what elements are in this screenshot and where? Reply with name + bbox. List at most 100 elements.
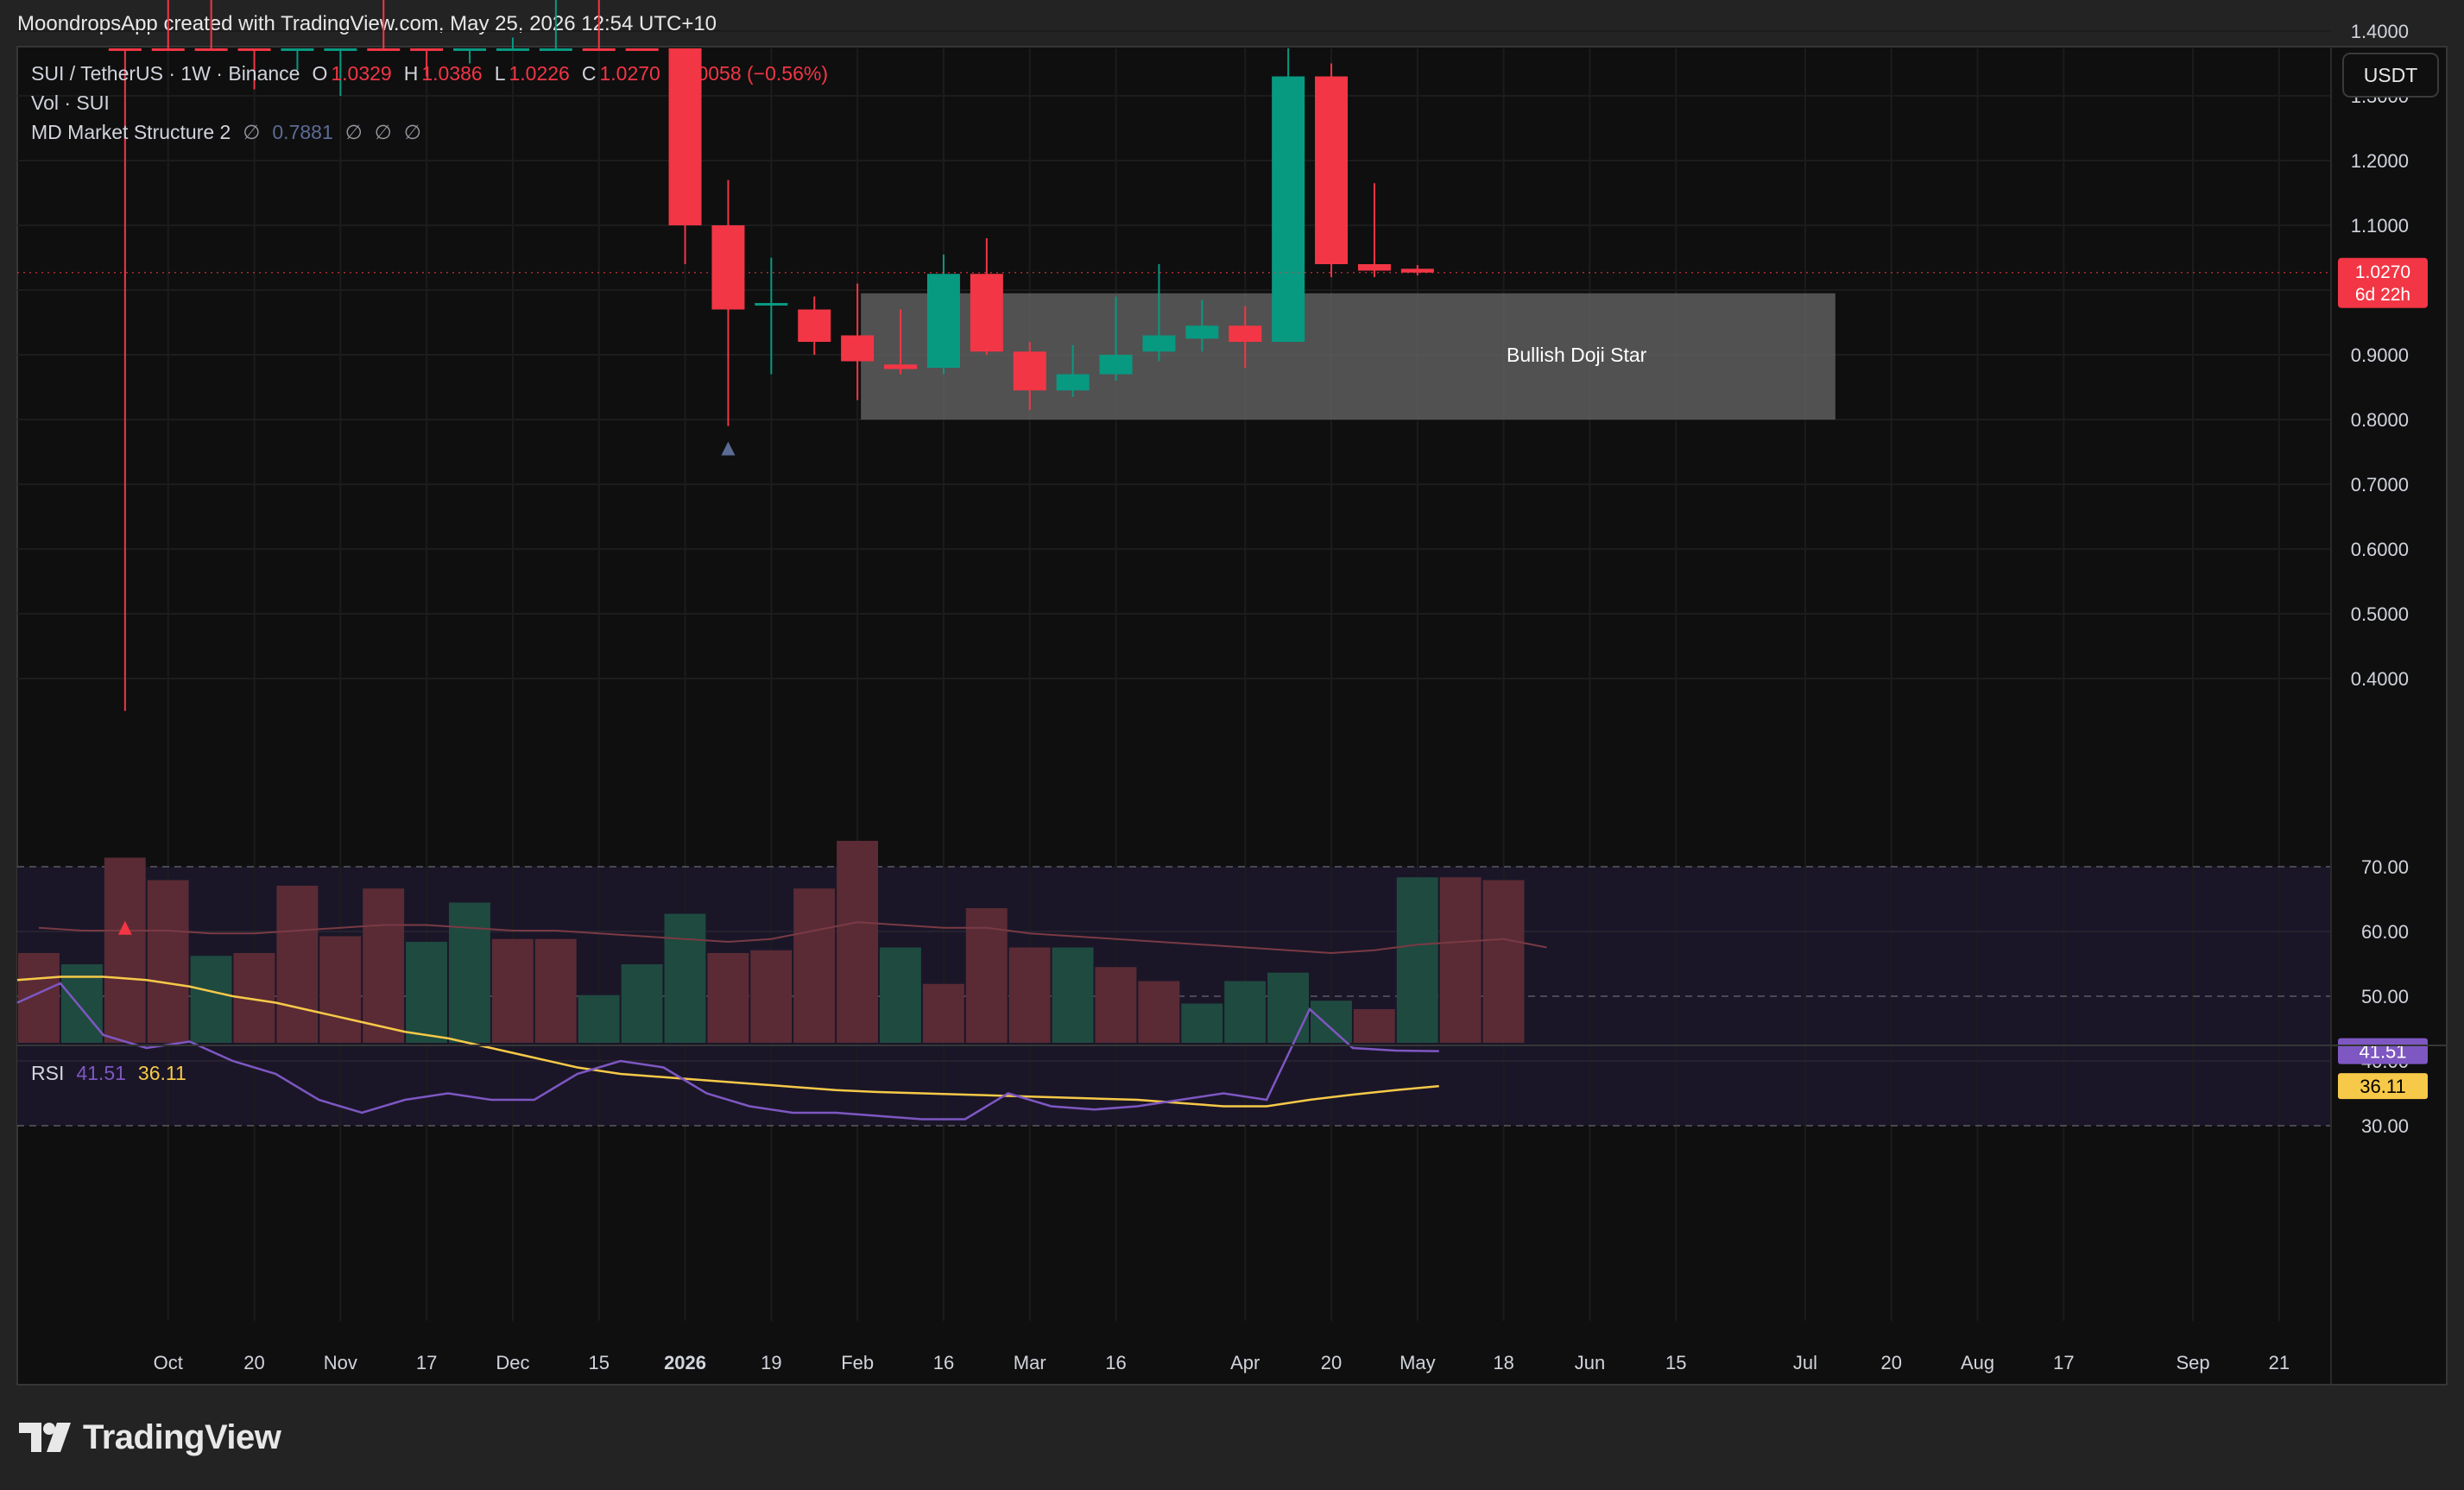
rsi-tick-label: 60.00 (2361, 921, 2409, 943)
rsi-legend-name: RSI (31, 1062, 64, 1084)
legend-l-value: 1.0226 (509, 62, 570, 85)
legend-o-value: 1.0329 (331, 62, 391, 85)
candle-body (151, 48, 185, 51)
structure-marker (721, 441, 736, 456)
time-tick-label: Oct (154, 1352, 183, 1373)
time-tick-label: 17 (2053, 1352, 2074, 1373)
volume-bar (664, 913, 706, 1043)
time-tick-label: Jul (1793, 1352, 1817, 1373)
volume-bar (104, 857, 146, 1043)
structure-marker (117, 920, 132, 935)
tradingview-logo[interactable]: TradingView (19, 1417, 281, 1457)
volume-bar (276, 886, 319, 1043)
candle-body (1056, 374, 1090, 391)
candle-body (281, 48, 314, 51)
legend-h-value: 1.0386 (421, 62, 482, 85)
legend-c-label: C (582, 62, 597, 85)
candle-body (1400, 268, 1434, 273)
volume-bar (1138, 981, 1180, 1043)
volume-bar (1439, 877, 1482, 1043)
candle-body (1357, 264, 1391, 271)
candle-body (1185, 325, 1219, 339)
candle-body (755, 303, 788, 306)
price-tick-label: 0.7000 (2351, 474, 2409, 496)
price-badge: 1.0270 6d 22h (2338, 257, 2428, 308)
currency-button[interactable]: USDT (2342, 53, 2439, 98)
rsi-tick-label: 70.00 (2361, 856, 2409, 878)
candles (17, 0, 2331, 935)
candle-body (926, 274, 960, 368)
main-legend: SUI / TetherUS · 1W · Binance O 1.0329 H 1.0… (31, 62, 828, 143)
time-tick-label: 20 (243, 1352, 264, 1373)
time-tick-label: 21 (2269, 1352, 2290, 1373)
volume-bar (363, 888, 405, 1043)
volume-bar (1052, 947, 1094, 1043)
price-tick-label: 0.9000 (2351, 344, 2409, 366)
candle-body (884, 364, 918, 369)
volume-bar (1353, 1009, 1395, 1043)
legend-c-value: 1.0270 (599, 62, 660, 85)
time-tick-label: Apr (1230, 1352, 1260, 1373)
rsi-value-badge (2338, 1073, 2428, 1100)
volume-bars (18, 841, 1547, 1043)
candle-body (194, 48, 228, 51)
tradingview-logo-icon (19, 1423, 71, 1452)
time-tick-label: 15 (589, 1352, 610, 1373)
time-tick-label: Sep (2176, 1352, 2209, 1373)
badge-price: 1.0270 (2355, 262, 2410, 282)
volume-bar (406, 942, 447, 1043)
volume-bar (1396, 877, 1438, 1043)
rsi-ma-line (16, 975, 1439, 1108)
price-tick-label: 1.1000 (2351, 215, 2409, 237)
price-tick-label: 1.2000 (2351, 150, 2409, 172)
volume-bar (578, 994, 620, 1043)
legend-l-label: L (495, 62, 506, 85)
volume-bar (707, 953, 749, 1043)
currency-label: USDT (2364, 64, 2418, 86)
legend-o-label: O (312, 62, 327, 85)
volume-bar (1482, 880, 1525, 1043)
pattern-zone: Bullish Doji Star (861, 293, 1835, 420)
volume-bar (1181, 1003, 1223, 1043)
price-tick-label: 1.4000 (2351, 21, 2409, 42)
legend-empty-4: ∅ (404, 121, 421, 143)
volume-bar (922, 983, 964, 1043)
candle-body (539, 48, 572, 51)
volume-bar (1267, 972, 1309, 1043)
candle-body (970, 274, 1003, 352)
time-tick-label: Aug (1961, 1352, 1994, 1373)
time-tick-label: 17 (416, 1352, 437, 1373)
volume-bar (534, 938, 577, 1043)
time-tick-label: 16 (1105, 1352, 1126, 1373)
volume-bar (1095, 967, 1137, 1043)
volume-bar (449, 902, 490, 1043)
volume-ma-line (38, 921, 1547, 955)
legend-indicator-name: MD Market Structure 2 (31, 121, 231, 143)
candle-body (1272, 76, 1305, 342)
legend-empty-1: ∅ (243, 121, 260, 143)
chart-panel (16, 46, 2448, 1386)
time-tick-label: Jun (1575, 1352, 1605, 1373)
price-tick-label: 0.5000 (2351, 603, 2409, 625)
candle-body (496, 48, 529, 51)
time-tick-label: 2026 (664, 1352, 706, 1373)
pattern-zone-label: Bullish Doji Star (1507, 344, 1647, 366)
volume-bar (750, 950, 793, 1043)
time-tick-label: 15 (1665, 1352, 1686, 1373)
volume-bar (1311, 1001, 1352, 1043)
svg-text:MD Market Structure 2∅0.7881∅∅: MD Market Structure 2 ∅ 0.7881 ∅ ∅ ∅ (31, 121, 421, 143)
time-tick-label: 20 (1321, 1352, 1342, 1373)
candle-body (410, 48, 444, 51)
rsi-value-badge-label: 41.51 (2359, 1041, 2406, 1063)
candle-body (625, 48, 659, 51)
tradingview-wordmark: TradingView (83, 1417, 281, 1456)
candle-body (1315, 76, 1349, 264)
pattern-zone-box (861, 293, 1835, 420)
rsi-line (16, 982, 1439, 1121)
legend-indicator-value: 0.7881 (272, 121, 332, 143)
legend-empty-2: ∅ (345, 121, 363, 143)
volume-bar (793, 888, 836, 1043)
volume-bar (837, 841, 878, 1043)
